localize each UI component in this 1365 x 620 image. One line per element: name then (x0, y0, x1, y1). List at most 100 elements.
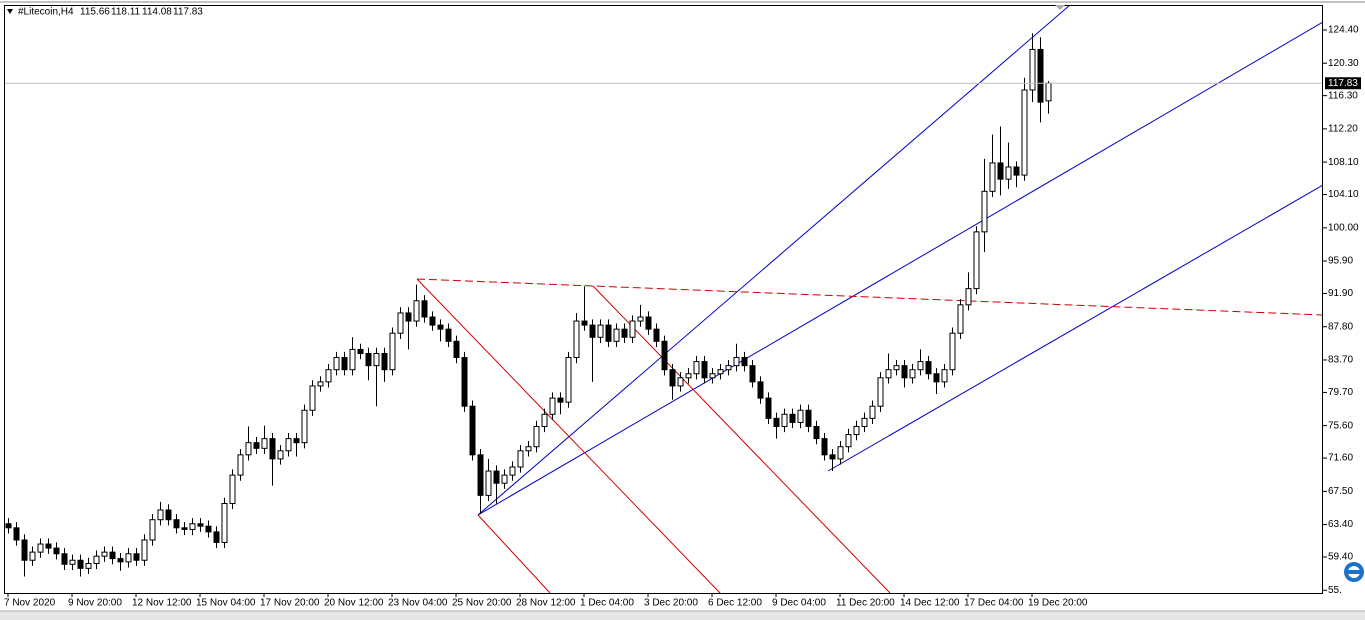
x-tick-label: 12 Nov 12:00 (132, 598, 192, 609)
candle-body (133, 553, 140, 561)
candle-body (197, 523, 204, 527)
candle-body (837, 446, 844, 460)
candle-body (77, 559, 84, 569)
candle-body (909, 369, 916, 379)
candle-body (53, 547, 60, 555)
candle-body (637, 316, 644, 322)
candle-body (877, 377, 884, 407)
candle-body (5, 523, 12, 529)
candle-body (917, 361, 924, 371)
candle-body (205, 525, 212, 533)
candle-body (933, 373, 940, 383)
x-tick-label: 20 Nov 12:00 (324, 598, 384, 609)
candle-body (181, 527, 188, 530)
candle-body (1029, 48, 1036, 91)
candle-body (733, 357, 740, 367)
candle-body (29, 551, 36, 561)
candle-body (629, 320, 636, 338)
x-tick-label: 14 Dec 12:00 (900, 598, 960, 609)
candle-body (653, 328, 660, 342)
candle-body (293, 438, 300, 444)
candle-body (973, 231, 980, 290)
shift-marker[interactable] (1055, 5, 1065, 10)
candle-body (557, 397, 564, 403)
candle-body (229, 474, 236, 504)
candle-body (389, 332, 396, 371)
candle-body (141, 539, 148, 561)
candle-body (693, 361, 700, 375)
plot-frame (4, 5, 1323, 594)
x-tick-label: 9 Dec 04:00 (772, 598, 826, 609)
candle-body (149, 519, 156, 541)
y-tick-label: 91.90 (1328, 288, 1353, 299)
candle-body (997, 162, 1004, 180)
y-tick-label: 63.40 (1328, 519, 1353, 530)
candle-body (21, 539, 28, 561)
candle-body (1045, 82, 1052, 102)
y-tick-label: 55. (1328, 585, 1342, 596)
x-tick-label: 19 Dec 20:00 (1028, 598, 1088, 609)
candle-body (597, 324, 604, 338)
y-tick-label: 124.40 (1328, 25, 1359, 36)
candle-body (245, 442, 252, 456)
candle-body (965, 288, 972, 306)
red-line[interactable] (416, 278, 721, 593)
current-price-box (1325, 77, 1361, 90)
candle-body (533, 425, 540, 448)
x-tick-label: 23 Nov 04:00 (388, 598, 448, 609)
candle-body (989, 162, 996, 192)
candle-body (1013, 166, 1020, 176)
y-tick-label: 120.30 (1328, 58, 1359, 69)
candle-body (413, 300, 420, 322)
candle-body (749, 365, 756, 383)
x-tick-label: 11 Dec 20:00 (836, 598, 895, 609)
candle-body (669, 369, 676, 387)
candle-body (485, 470, 492, 496)
candle-body (589, 324, 596, 338)
x-tick-label: 17 Dec 04:00 (964, 598, 1024, 609)
candle-body (781, 413, 788, 427)
candle-body (269, 438, 276, 460)
symbol-menu-arrow[interactable] (7, 9, 13, 14)
candle-body (421, 300, 428, 318)
x-tick-label: 1 Dec 04:00 (580, 598, 634, 609)
candle-body (101, 551, 108, 557)
red-line[interactable] (477, 514, 551, 593)
candle-body (701, 361, 708, 379)
x-tick-label: 9 Nov 20:00 (68, 598, 122, 609)
candle-body (309, 385, 316, 411)
header-high: 118.11 (111, 7, 141, 18)
candle-body (797, 409, 804, 423)
candle-body (725, 365, 732, 371)
candle-body (661, 340, 668, 371)
candle-body (437, 324, 444, 330)
candle-body (285, 438, 292, 452)
channel-lower[interactable] (827, 185, 1323, 472)
candle-body (501, 474, 508, 484)
candle-body (317, 381, 324, 387)
x-tick-label: 7 Nov 2020 (4, 598, 56, 609)
candle-body (277, 450, 284, 460)
candle-body (813, 425, 820, 440)
y-tick-label: 116.30 (1328, 90, 1358, 101)
candle-body (573, 320, 580, 359)
candle-body (821, 438, 828, 456)
candle-body (61, 553, 68, 565)
channel-middle[interactable] (477, 22, 1323, 516)
candle-body (677, 377, 684, 387)
header-close: 117.83 (173, 7, 203, 18)
channel-upper[interactable] (477, 5, 1070, 516)
candle-body (349, 348, 356, 371)
red-dashed-line[interactable] (416, 278, 1323, 316)
candle-body (893, 365, 900, 371)
y-tick-label: 79.70 (1328, 387, 1353, 398)
y-tick-label: 112.20 (1328, 124, 1358, 135)
candle-body (85, 562, 92, 569)
candle-body (405, 312, 412, 322)
x-tick-label: 3 Dec 20:00 (644, 598, 698, 609)
y-tick-label: 71.60 (1328, 453, 1353, 464)
x-tick-label: 15 Nov 04:00 (196, 598, 256, 609)
red-line[interactable] (592, 285, 891, 593)
candle-body (525, 446, 532, 452)
